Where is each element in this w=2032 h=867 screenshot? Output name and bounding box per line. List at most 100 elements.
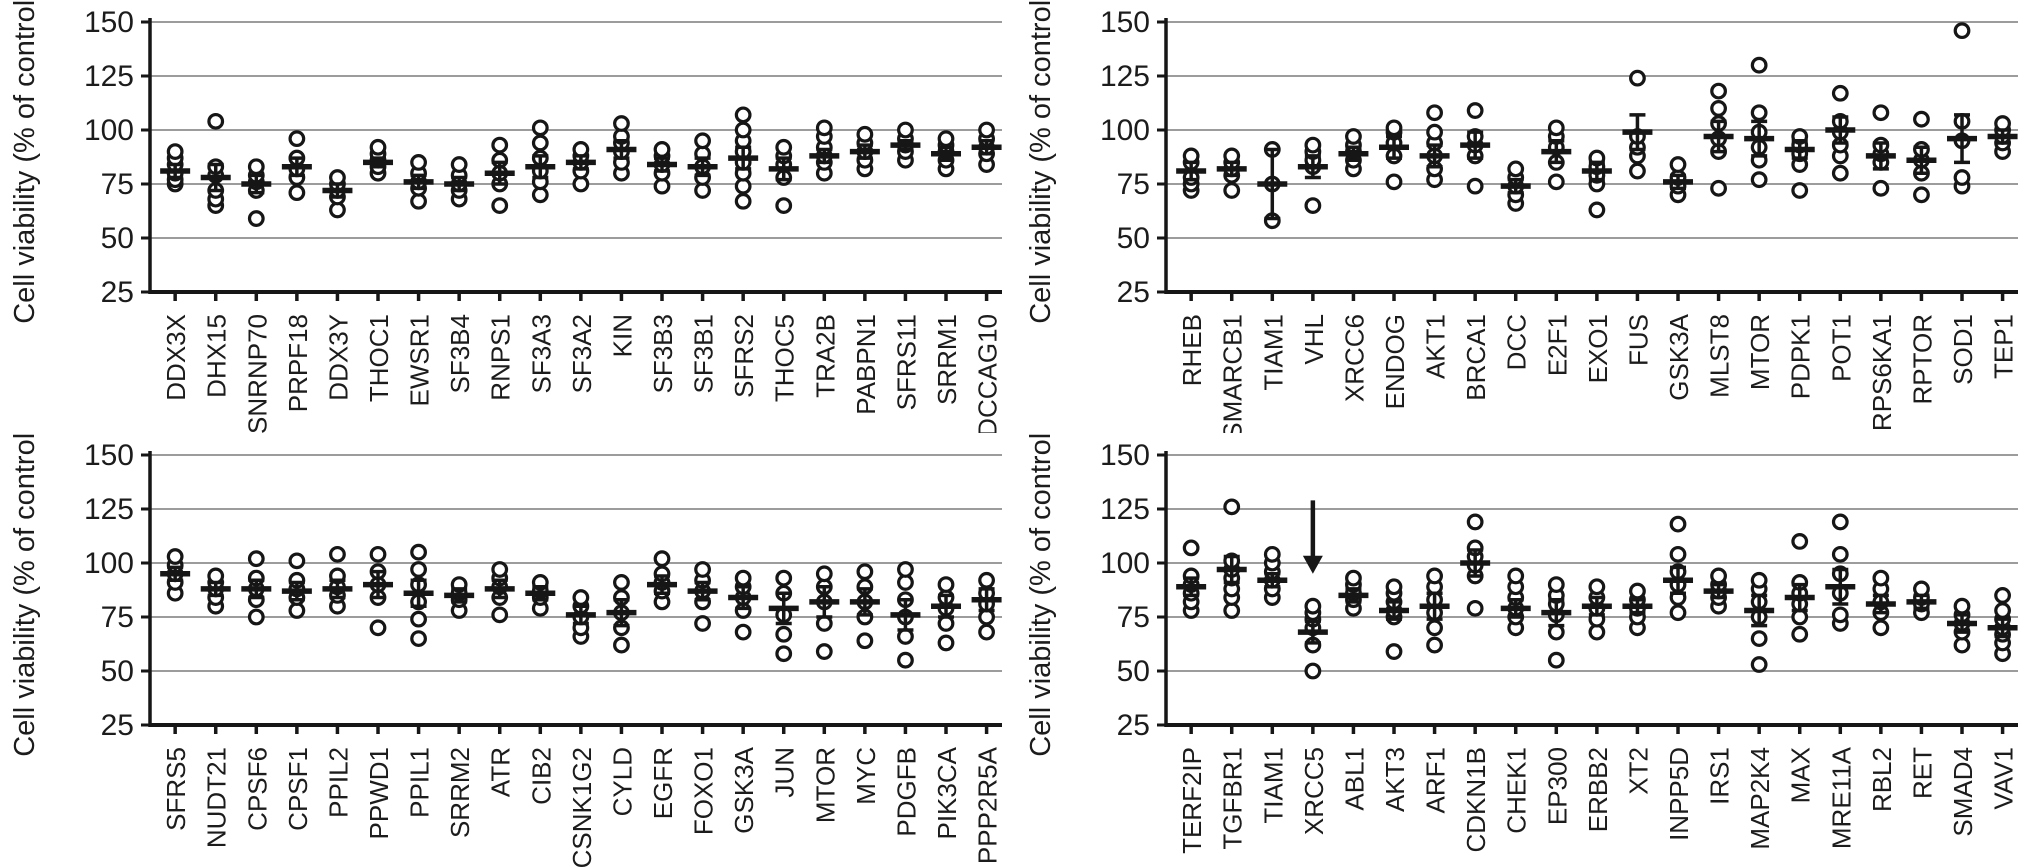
column-CPSF6 — [241, 550, 272, 626]
data-point — [1345, 128, 1362, 145]
data-point — [1304, 597, 1322, 615]
data-point — [856, 632, 874, 650]
data-point — [856, 563, 874, 581]
column-SRRM1 — [931, 130, 962, 178]
x-axis: TERF2IP TGFBR1 TIAM1 XRCC5 ABL1 AKT3 ARF1 CDKN1… — [1165, 723, 2019, 854]
x-tick-label-PPIL1: PPIL1 — [405, 747, 435, 818]
x-tick-label-SMARCB1: SMARCB1 — [1218, 314, 1248, 433]
x-tick-label-CSNK1G2: CSNK1G2 — [567, 747, 597, 867]
column-E2F1 — [1541, 119, 1572, 191]
data-point — [1791, 625, 1809, 643]
x-tick-label-TERF2IP: TERF2IP — [1177, 747, 1207, 854]
column-EWSR1 — [403, 153, 434, 210]
chart-bottom-right: 25 50 75 100 125 150 Cell viability (% of cont… — [1025, 433, 2019, 854]
column-MAX — [1784, 532, 1815, 643]
y-tick-label: 150 — [84, 439, 134, 472]
data-point — [1588, 201, 1606, 219]
x-tick-label-EXO1: EXO1 — [1583, 314, 1613, 383]
column-DCC — [1500, 160, 1531, 212]
x-tick-label-PPWD1: PPWD1 — [364, 747, 394, 839]
data-point — [369, 138, 387, 156]
x-tick-label-AKT1: AKT1 — [1421, 314, 1451, 379]
data-point — [978, 571, 995, 589]
column-TRA2B — [809, 119, 840, 182]
column-THOC1 — [363, 138, 394, 182]
data-point — [1750, 104, 1768, 122]
data-point — [491, 136, 509, 154]
y-axis: 25 50 75 100 125 150 Cell viability (% of cont… — [1025, 433, 1168, 757]
x-tick-label-TRA2B: TRA2B — [810, 314, 840, 398]
column-IRS1 — [1703, 567, 1734, 615]
data-point — [897, 121, 914, 139]
column-CSNK1G2 — [565, 589, 596, 645]
data-point — [897, 651, 914, 669]
column-AKT3 — [1379, 578, 1410, 660]
column-THOC5 — [768, 138, 799, 215]
column-MTOR — [1744, 56, 1775, 189]
y-axis-title: Cell viability (% of control) — [1025, 0, 1057, 324]
x-tick-label-TIAM1: TIAM1 — [1258, 747, 1288, 824]
column-SF3A3 — [525, 119, 556, 204]
data-point — [369, 545, 387, 563]
column-ABL1 — [1338, 569, 1369, 617]
y-tick-label: 75 — [101, 168, 134, 201]
x-tick-label-SOD1: SOD1 — [1948, 314, 1978, 385]
column-POT1 — [1825, 84, 1856, 182]
column-RNPS1 — [484, 136, 515, 215]
data-point — [531, 134, 549, 152]
data-point — [1953, 597, 1971, 615]
x-tick-label-SFRS11: SFRS11 — [891, 314, 921, 410]
down-arrow-annotation — [1302, 500, 1323, 574]
data-point — [1304, 197, 1322, 215]
data-point — [1629, 69, 1646, 87]
column-EP300 — [1541, 576, 1572, 669]
x-tick-label-GSK3A: GSK3A — [729, 746, 759, 833]
data-point — [1994, 586, 2011, 604]
data-point — [1466, 599, 1484, 617]
data-point — [856, 125, 874, 143]
y-tick-label: 75 — [1117, 601, 1150, 634]
data-point — [1223, 498, 1241, 516]
column-EXO1 — [1581, 149, 1612, 219]
data-point — [1953, 22, 1971, 40]
data-point — [1507, 567, 1525, 585]
data-point — [1507, 160, 1525, 178]
data-point — [1385, 173, 1403, 191]
column-SF3B4 — [444, 156, 475, 208]
column-EGFR — [647, 550, 678, 611]
column-RET — [1906, 580, 1937, 622]
x-tick-label-RHEB: RHEB — [1177, 314, 1207, 386]
data-point — [815, 119, 833, 137]
data-point — [613, 574, 630, 591]
x-tick-label-MLST8: MLST8 — [1705, 314, 1735, 398]
y-tick-label: 25 — [101, 709, 134, 742]
data-point — [1913, 186, 1930, 204]
x-tick-label-PPP2R5A: PPP2R5A — [973, 746, 1003, 864]
y-tick-label: 50 — [1117, 655, 1150, 688]
y-tick-label: 75 — [101, 601, 134, 634]
data-point — [1669, 604, 1687, 622]
column-PIK3CA — [931, 576, 962, 652]
column-MYC — [849, 563, 880, 650]
column-SFRS11 — [890, 121, 921, 169]
column-DDX3Y — [322, 169, 353, 219]
data-point — [166, 548, 184, 565]
x-tick-label-ABL1: ABL1 — [1339, 747, 1369, 811]
x-tick-label-MTOR: MTOR — [1745, 314, 1775, 390]
x-tick-label-EGFR: EGFR — [648, 747, 678, 819]
x-tick-label-DCC: DCC — [1502, 314, 1532, 370]
column-XRCC6 — [1338, 128, 1369, 178]
column-PDGFB — [890, 561, 921, 669]
data-point — [1872, 179, 1890, 197]
column-SFRS5 — [160, 548, 191, 602]
column-SMAD4 — [1947, 597, 1978, 654]
x-tick-label-SF3B4: SF3B4 — [445, 314, 475, 394]
data-point — [1750, 171, 1768, 189]
data-point — [1385, 643, 1403, 660]
column-PPP2R5A — [971, 571, 1002, 641]
x-tick-label-E2F1: E2F1 — [1542, 314, 1572, 376]
x-tick-label-TGFBR1: TGFBR1 — [1218, 747, 1248, 850]
x-tick-label-CDKN1B: CDKN1B — [1461, 747, 1491, 852]
x-axis: RHEB SMARCB1 TIAM1 VHL XRCC6 ENDOG AKT1 BRCA1 DC… — [1165, 290, 2019, 433]
